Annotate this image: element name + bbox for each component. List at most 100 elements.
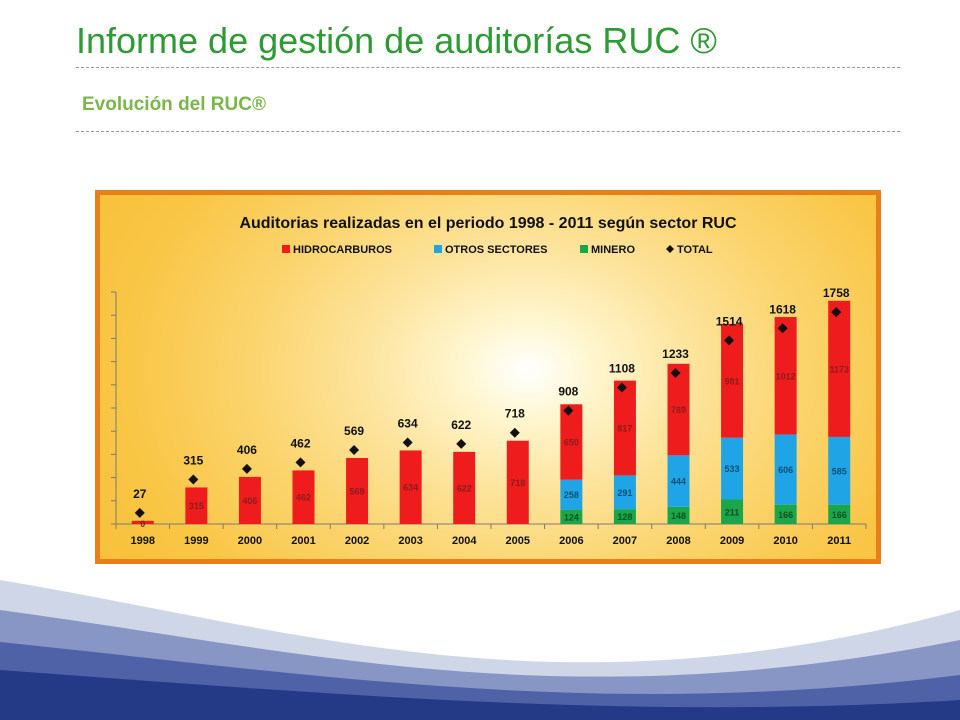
legend-swatch-0 — [282, 245, 290, 253]
bar-value-label: 650 — [564, 437, 579, 447]
total-marker-2002 — [349, 444, 360, 455]
subtitle-divider — [76, 131, 900, 132]
x-tick-label: 2004 — [452, 535, 477, 547]
chart-frame: Auditorias realizadas en el periodo 1998… — [95, 190, 881, 564]
bar-2002-0 — [346, 457, 369, 524]
bar-2004-0 — [453, 451, 476, 524]
bar-2008-2 — [667, 506, 690, 524]
slide-title: Informe de gestión de auditorías RUC ® — [76, 20, 717, 61]
legend-label-2: MINERO — [591, 244, 635, 256]
total-marker-2001 — [295, 457, 306, 468]
bar-2003-0 — [399, 450, 422, 524]
bar-2011-1 — [828, 436, 851, 505]
bar-2010-2 — [774, 504, 797, 524]
bar-value-label: 166 — [832, 510, 847, 520]
bar-value-label: 0 — [140, 519, 145, 529]
x-tick-label: 2008 — [666, 535, 690, 547]
total-marker-2000 — [241, 463, 252, 474]
bar-2008-1 — [667, 455, 690, 507]
x-tick-label: 2001 — [291, 535, 315, 547]
bar-value-label: 606 — [778, 465, 793, 475]
bar-2007-2 — [613, 509, 636, 524]
bar-2008-0 — [667, 363, 690, 456]
bar-value-label: 315 — [189, 501, 204, 511]
bar-2006-2 — [560, 509, 583, 524]
chart-bars: 0 315 406 462 569 634 622 718 124 258 650 128 291 817… — [131, 300, 851, 529]
bar-2007-0 — [613, 380, 636, 476]
total-marker-2008 — [670, 367, 681, 378]
bar-value-label: 634 — [403, 483, 418, 493]
x-tick-label: 1998 — [131, 535, 155, 547]
bar-value-label: 211 — [725, 507, 740, 517]
bottom-wave-decoration — [0, 580, 960, 720]
x-tick-label: 2002 — [345, 535, 369, 547]
bar-value-label: 128 — [617, 512, 632, 522]
bar-value-label: 406 — [242, 496, 257, 506]
bar-value-label: 1012 — [776, 371, 796, 381]
x-tick-label: 2005 — [506, 535, 530, 547]
bar-value-label: 148 — [671, 511, 686, 521]
total-value-label: 908 — [558, 385, 578, 399]
bar-value-label: 569 — [350, 486, 365, 496]
bar-value-label: 817 — [617, 424, 632, 434]
total-marker-2006 — [563, 405, 574, 416]
bar-2010-1 — [774, 434, 797, 505]
bar-2006-1 — [560, 479, 583, 510]
bar-2009-2 — [721, 499, 744, 524]
bar-value-label: 981 — [725, 376, 740, 386]
total-value-label: 462 — [290, 436, 310, 450]
chart-total-markers: 27 315 406 462 569 634 622 718 908 1108 1233 1514 16… — [133, 286, 850, 518]
bar-value-label: 718 — [510, 478, 525, 488]
total-marker-2003 — [402, 437, 413, 448]
x-tick-label: 2003 — [398, 535, 422, 547]
total-value-label: 1618 — [769, 302, 796, 316]
x-tick-label: 2010 — [773, 535, 797, 547]
bar-value-label: 258 — [564, 490, 579, 500]
total-value-label: 634 — [398, 416, 418, 430]
total-marker-2010 — [777, 323, 788, 334]
bar-2006-0 — [560, 404, 583, 480]
bar-2010-0 — [774, 317, 797, 435]
total-value-label: 1108 — [609, 361, 635, 375]
bar-value-label: 622 — [457, 483, 472, 493]
bar-value-label: 124 — [564, 512, 579, 522]
total-marker-1998 — [134, 507, 145, 518]
bar-value-label: 291 — [617, 488, 632, 498]
x-tick-label: 2000 — [238, 535, 262, 547]
legend-label-total: TOTAL — [677, 244, 713, 256]
legend-swatch-1 — [434, 245, 442, 253]
audits-chart: Auditorias realizadas en el periodo 1998… — [111, 215, 867, 547]
bar-2009-0 — [721, 323, 744, 438]
chart-axes — [111, 291, 867, 529]
total-marker-2011 — [831, 307, 842, 318]
bar-value-label: 585 — [832, 466, 847, 476]
x-tick-label: 2007 — [613, 535, 637, 547]
title-divider — [76, 67, 900, 68]
bar-value-label: 462 — [296, 493, 311, 503]
bar-value-label: 533 — [725, 464, 740, 474]
total-value-label: 315 — [183, 453, 203, 467]
legend-swatch-2 — [580, 245, 588, 253]
bar-1998-0 — [131, 520, 154, 524]
bar-2011-0 — [828, 300, 851, 437]
bar-1999-0 — [185, 487, 208, 524]
total-value-label: 622 — [451, 418, 471, 432]
total-value-label: 27 — [133, 487, 147, 501]
bar-2007-1 — [613, 475, 636, 510]
total-value-label: 569 — [344, 424, 364, 438]
total-marker-1999 — [188, 474, 199, 485]
x-tick-label: 2009 — [720, 535, 744, 547]
total-marker-2009 — [724, 335, 735, 346]
bar-2005-0 — [506, 440, 529, 524]
legend-label-0: HIDROCARBUROS — [293, 244, 392, 256]
bar-2011-2 — [828, 504, 851, 524]
chart-title: Auditorias realizadas en el periodo 1998… — [239, 215, 737, 232]
total-value-label: 1233 — [662, 347, 689, 361]
bar-value-label: 1173 — [829, 364, 849, 374]
total-marker-2004 — [456, 438, 467, 449]
slide-subtitle: Evolución del RUC® — [82, 94, 266, 115]
bar-2000-0 — [238, 476, 261, 524]
total-marker-2005 — [509, 427, 520, 438]
bar-value-label: 444 — [671, 477, 686, 487]
bar-value-label: 166 — [778, 510, 793, 520]
